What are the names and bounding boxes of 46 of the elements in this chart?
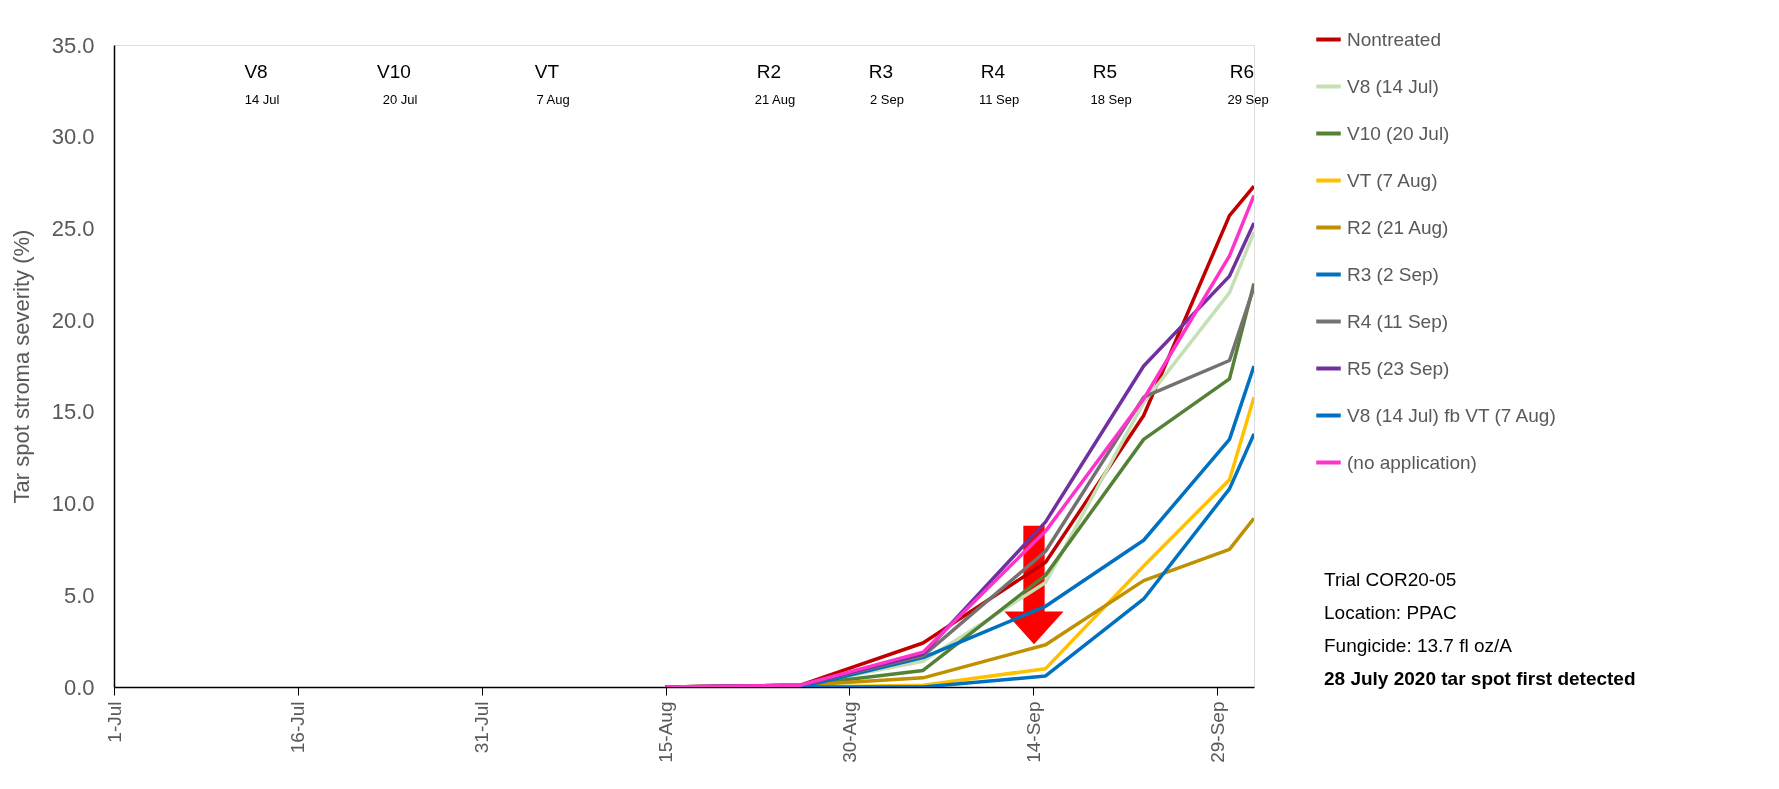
- x-tick-label: 1-Jul: [103, 701, 125, 743]
- y-tick-label: 5.0: [63, 582, 95, 608]
- annotation: R3: [868, 61, 894, 82]
- y-tick-label: 15.0: [51, 399, 95, 425]
- legend-label: R2 (21 Aug): [1347, 216, 1449, 238]
- annotation: R6: [1229, 61, 1255, 82]
- annotation: R5: [1092, 61, 1118, 82]
- y-tick-label: 0.0: [63, 674, 95, 700]
- y-tick-label: 25.0: [51, 215, 95, 241]
- x-tick-label: 16-Jul: [287, 701, 309, 754]
- legend-label: R5 (23 Sep): [1347, 357, 1450, 379]
- legend-label: V8 (14 Jul) fb VT (7 Aug): [1347, 404, 1556, 426]
- annotation: 29 Sep: [1227, 92, 1269, 107]
- legend-label: VT (7 Aug): [1347, 169, 1438, 191]
- legend-label: Nontreated: [1347, 28, 1442, 50]
- legend-label: (no application): [1347, 451, 1477, 473]
- y-tick-label: 10.0: [51, 491, 95, 517]
- x-tick-label: 29-Sep: [1206, 701, 1228, 763]
- y-tick-label: 35.0: [51, 32, 95, 58]
- annotation: R2: [756, 61, 782, 82]
- annotation: V10: [377, 61, 411, 82]
- y-tick-label: 30.0: [51, 124, 95, 150]
- annotation: VT: [534, 61, 560, 82]
- text: Trial COR20-05: [1324, 569, 1457, 590]
- legend-label: V8 (14 Jul): [1347, 75, 1439, 97]
- x-tick-label: 15-Aug: [655, 701, 677, 763]
- annotation: 20 Jul: [382, 92, 418, 107]
- legend-label: V10 (20 Jul): [1347, 122, 1450, 144]
- annotation: V8: [244, 61, 268, 82]
- x-tick-label: 14-Sep: [1022, 701, 1044, 763]
- annotation: 18 Sep: [1090, 92, 1132, 107]
- annotation: 14 Jul: [244, 92, 280, 107]
- annotation: 7 Aug: [536, 92, 570, 107]
- annotation: 21 Aug: [754, 92, 796, 107]
- x-tick-label: 30-Aug: [838, 701, 860, 763]
- text: Location: PPAC: [1324, 602, 1457, 623]
- annotation: R4: [980, 61, 1006, 82]
- annotation: 11 Sep: [978, 92, 1020, 107]
- y-axis-title: Tar spot stroma severity (%): [8, 229, 34, 504]
- legend-label: R4 (11 Sep): [1347, 310, 1449, 332]
- annotation: 2 Sep: [870, 92, 904, 107]
- legend-label: R3 (2 Sep): [1347, 263, 1439, 285]
- text: Fungicide: 13.7 fl oz/A: [1324, 635, 1513, 656]
- x-tick-label: 31-Jul: [471, 701, 493, 754]
- y-tick-label: 20.0: [51, 307, 95, 333]
- text: 28 July 2020 tar spot first detected: [1324, 668, 1636, 689]
